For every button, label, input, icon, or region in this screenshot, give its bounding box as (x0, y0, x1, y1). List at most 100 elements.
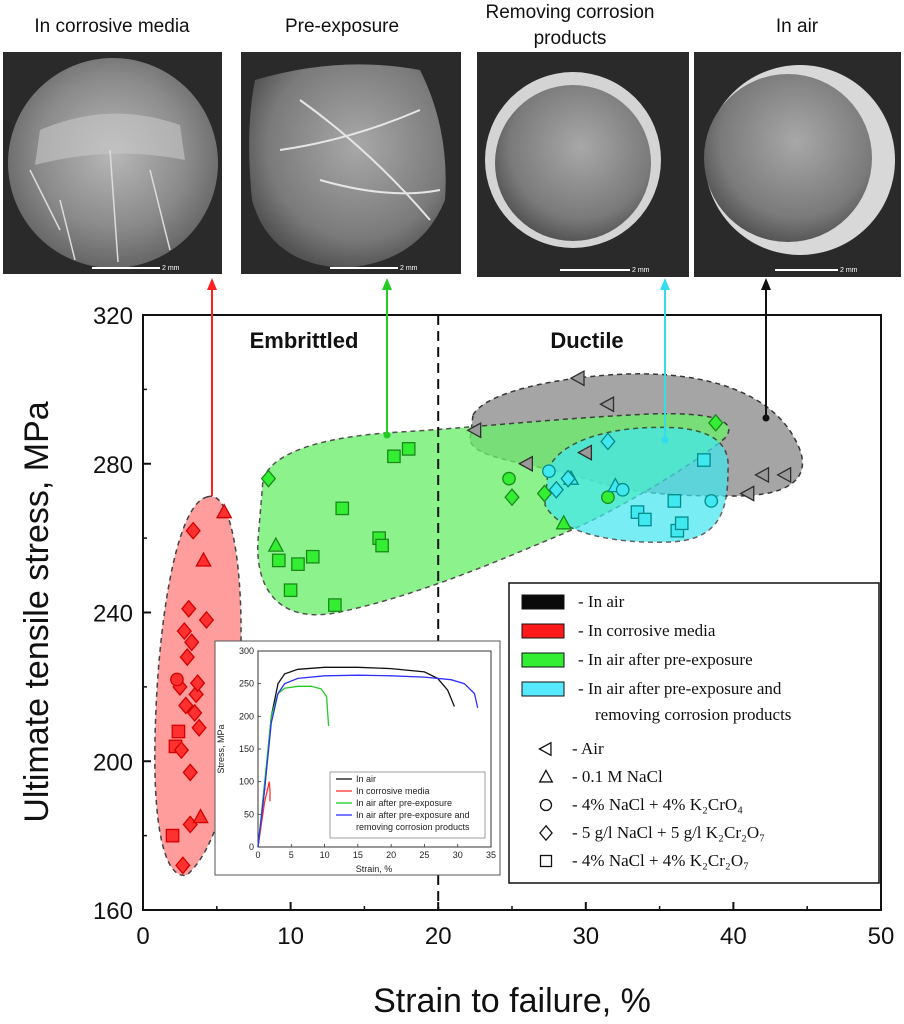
inset-curve-2 (257, 685, 330, 848)
photo-title-removing: Removing corrosion (486, 2, 655, 23)
data-point-series-3 (704, 494, 719, 508)
inset-legend-label: In air after pre-exposure and (356, 810, 470, 820)
y-axis-label: Ultimate tensile stress, MPa (18, 401, 56, 822)
data-point-series-1 (175, 856, 191, 875)
inset-curve-1 (257, 781, 271, 848)
data-point-series-3 (542, 464, 556, 479)
sem-photo-pre-exposure: 2 mm (241, 52, 461, 274)
inset-legend-label: In air (356, 774, 376, 784)
data-point-series-1 (165, 828, 180, 843)
inset-y-tick-label: 300 (239, 646, 254, 656)
photo-title-corrosive: In corrosive media (34, 16, 190, 37)
inset-y-tick-label: 0 (249, 842, 254, 852)
data-point-series-1 (178, 696, 194, 715)
data-point-series-2 (260, 469, 277, 488)
sem-photo-corrosive: 2 mm (3, 52, 222, 274)
legend-marker-label: - 0.1 M NaCl (572, 767, 663, 786)
sem-photo-air: 2 mm (694, 52, 901, 277)
legend-marker-label: - 5 g/l NaCl + 5 g/l K₂Cr₂O₇ (572, 823, 765, 842)
data-regions (154, 373, 804, 877)
inset-y-tick-label: 200 (239, 711, 254, 721)
data-point-series-2 (271, 553, 286, 568)
x-axis-label: Strain to failure, % (373, 982, 651, 1020)
y-tick-label: 320 (93, 303, 133, 330)
inset-curve-3 (257, 674, 479, 848)
data-point-series-3 (600, 432, 616, 451)
inset-x-tick-label: 0 (255, 850, 260, 860)
data-point-series-2 (375, 538, 389, 553)
x-tick-label: 40 (720, 923, 747, 950)
inset-x-tick-label: 5 (289, 850, 294, 860)
inset-x-tick-label: 10 (320, 850, 330, 860)
data-point-series-1 (189, 674, 206, 693)
data-point-series-0 (466, 422, 482, 439)
data-point-series-2 (305, 549, 320, 564)
legend-marker (538, 741, 552, 757)
region-label-embrittled: Embrittled (250, 328, 359, 353)
inset-legend-label: In air after pre-exposure (356, 798, 452, 808)
data-point-series-2 (401, 442, 416, 456)
photo-title-air: In air (776, 16, 819, 37)
data-point-series-1 (176, 622, 192, 641)
inset-x-label: Strain, % (356, 864, 393, 874)
data-point-series-2 (708, 413, 724, 432)
data-point-series-0 (599, 396, 615, 413)
inset-y-label: Stress, MPa (216, 724, 226, 773)
data-point-series-0 (569, 369, 585, 387)
legend-swatch (521, 623, 565, 639)
data-point-series-0 (577, 444, 593, 461)
data-point-series-2 (502, 471, 516, 486)
data-point-series-1 (195, 551, 212, 567)
data-point-series-3 (548, 480, 564, 499)
inset-y-tick-label: 100 (239, 777, 254, 787)
legend-color-cont: removing corrosion products (595, 705, 791, 724)
data-point-series-1 (170, 672, 184, 687)
legend-label: - In corrosive media (578, 621, 716, 640)
data-point-series-2 (536, 484, 553, 503)
legend-label: - In air after pre-exposure and (578, 679, 782, 698)
data-point-series-1 (171, 724, 186, 739)
legend-marker (539, 854, 553, 868)
data-point-series-1 (191, 718, 207, 737)
legend-marker-label: - 4% NaCl + 4% K₂CrO₄ (572, 795, 743, 814)
legend: - In air - In corrosive media - In air aft… (508, 582, 880, 884)
data-point-series-1 (184, 633, 200, 652)
data-point-series-0 (739, 485, 755, 502)
data-point-series-2 (387, 449, 401, 464)
y-tick-label: 200 (93, 749, 133, 776)
data-points (165, 369, 792, 875)
inset-legend-label: removing corrosion products (356, 822, 470, 832)
data-point-series-1 (215, 503, 233, 519)
legend-label: - In air after pre-exposure (578, 650, 753, 669)
data-point-series-1 (186, 703, 203, 722)
data-point-series-2 (601, 490, 615, 505)
photo-scale-3: 2 mm (632, 267, 650, 274)
legend-swatch (521, 594, 565, 610)
data-point-series-3 (667, 494, 682, 508)
data-point-series-0 (517, 455, 533, 472)
data-point-series-1 (179, 648, 195, 667)
data-point-series-1 (185, 521, 201, 540)
inset-y-tick-label: 250 (239, 679, 254, 689)
photo-scale-1: 2 mm (162, 265, 180, 272)
legend-swatch (521, 652, 565, 668)
legend-marker (538, 769, 554, 783)
data-point-series-1 (181, 599, 197, 618)
photo-scale-4: 2 mm (840, 267, 858, 274)
y-tick-label: 160 (93, 898, 133, 925)
data-point-series-1 (173, 741, 190, 760)
legend-label: - In air (578, 592, 625, 611)
inset-x-tick-label: 20 (386, 850, 396, 860)
data-point-series-1 (188, 685, 204, 704)
inset-x-tick-label: 15 (353, 850, 363, 860)
data-point-series-2 (555, 514, 572, 530)
y-tick-label: 280 (93, 452, 133, 479)
data-point-series-2 (267, 536, 285, 552)
inset-y-tick-label: 50 (244, 809, 254, 819)
photo-scale-2: 2 mm (400, 265, 418, 272)
data-point-series-3 (615, 482, 630, 497)
sem-photo-removing: 2 mm (477, 52, 689, 277)
data-point-series-1 (182, 763, 198, 782)
legend-marker (539, 798, 553, 812)
